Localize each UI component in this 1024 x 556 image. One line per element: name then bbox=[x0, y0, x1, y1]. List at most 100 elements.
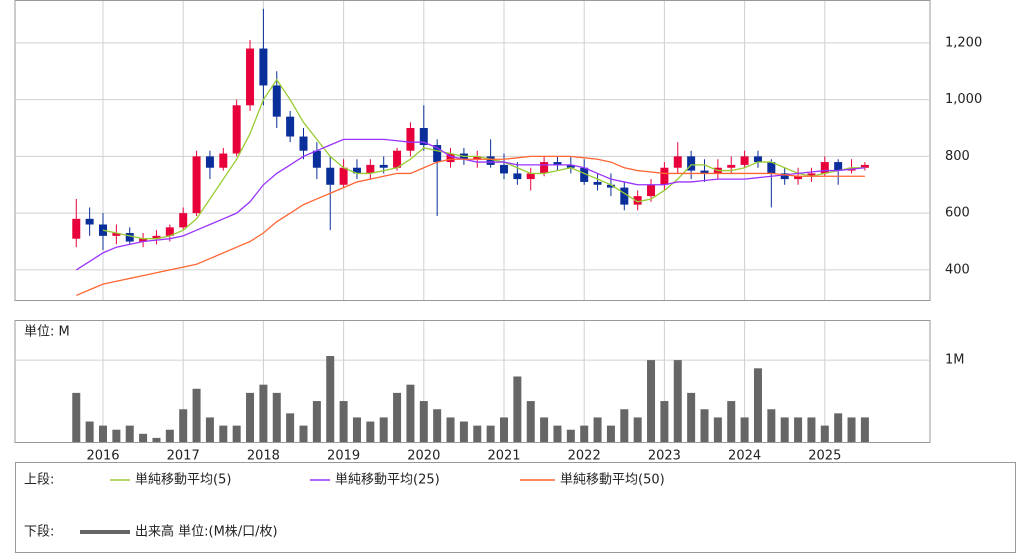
volume-bar bbox=[553, 425, 562, 442]
volume-bar bbox=[312, 401, 321, 442]
candle-body bbox=[500, 164, 508, 174]
volume-bar bbox=[834, 413, 843, 442]
volume-bar bbox=[246, 392, 255, 442]
volume-bar bbox=[272, 392, 281, 442]
volume-bar bbox=[540, 417, 549, 442]
volume-bar bbox=[660, 401, 669, 442]
candle-body bbox=[72, 218, 81, 239]
volume-bar bbox=[633, 417, 642, 442]
volume-bar bbox=[326, 356, 335, 442]
candle-body bbox=[753, 156, 762, 163]
volume-bar bbox=[366, 421, 375, 442]
volume-bar bbox=[673, 360, 682, 442]
candle-body bbox=[593, 181, 602, 185]
candle-body bbox=[112, 233, 121, 236]
candle-body bbox=[834, 162, 843, 171]
volume-bar bbox=[727, 401, 736, 442]
volume-bar bbox=[794, 417, 803, 442]
candle-body bbox=[807, 173, 816, 177]
candle-body bbox=[232, 105, 241, 154]
candle-body bbox=[513, 173, 522, 180]
candle-body bbox=[286, 116, 295, 137]
volume-bar bbox=[112, 429, 121, 442]
volume-bar bbox=[486, 425, 495, 442]
candle-body bbox=[299, 136, 308, 151]
candle-body bbox=[633, 196, 642, 205]
x-tick-label: 2016 bbox=[86, 449, 119, 464]
volume-bar bbox=[807, 417, 816, 442]
volume-bar bbox=[713, 417, 722, 442]
candle-body bbox=[540, 162, 549, 174]
volume-bar bbox=[379, 417, 388, 442]
candle-body bbox=[740, 156, 749, 165]
candle-body bbox=[647, 184, 656, 197]
volume-bar bbox=[286, 413, 295, 442]
candle-body bbox=[486, 156, 495, 165]
volume-bar bbox=[352, 417, 361, 442]
volume-bar bbox=[459, 421, 468, 442]
volume-bar bbox=[393, 392, 402, 442]
volume-bar bbox=[219, 425, 228, 442]
y-tick-label: 600 bbox=[945, 206, 970, 221]
volume-bar bbox=[647, 360, 656, 442]
candle-body bbox=[660, 167, 669, 185]
x-tick-label: 2020 bbox=[407, 449, 440, 464]
volume-bar bbox=[820, 425, 829, 442]
volume-bar bbox=[259, 384, 268, 442]
candle-body bbox=[767, 162, 776, 174]
candle-body bbox=[820, 162, 829, 174]
candle-body bbox=[526, 173, 535, 180]
volume-bar bbox=[406, 384, 415, 442]
ma-line bbox=[102, 78, 865, 240]
volume-bar bbox=[179, 409, 188, 442]
x-tick-label: 2025 bbox=[808, 449, 841, 464]
volume-bar bbox=[620, 409, 629, 442]
legend-upper: 上段: bbox=[24, 473, 54, 488]
candle-body bbox=[152, 235, 161, 239]
volume-bar bbox=[500, 417, 508, 442]
volume-bar bbox=[299, 425, 308, 442]
y-tick-label: 1,200 bbox=[945, 35, 982, 50]
candle-body bbox=[352, 167, 361, 174]
candle-body bbox=[566, 164, 575, 168]
volume-bar bbox=[232, 425, 241, 442]
candle-body bbox=[259, 48, 268, 86]
y-tick-label: 800 bbox=[945, 149, 970, 164]
volume-bar bbox=[473, 425, 482, 442]
candle-body bbox=[606, 184, 615, 188]
volume-bar bbox=[72, 392, 81, 442]
volume-bar bbox=[767, 409, 776, 442]
ma-line bbox=[75, 138, 865, 271]
volume-bar bbox=[740, 417, 749, 442]
x-tick-label: 2021 bbox=[487, 449, 520, 464]
candle-body bbox=[165, 227, 174, 236]
candle-body bbox=[125, 233, 134, 242]
candle-body bbox=[780, 173, 789, 180]
candle-body bbox=[272, 85, 281, 117]
candle-body bbox=[446, 153, 455, 163]
volume-panel bbox=[14, 320, 931, 443]
legend-label: 出来高 単位:(M株/口/枚) bbox=[135, 524, 278, 540]
volume-bar bbox=[860, 417, 869, 442]
volume-bar bbox=[125, 425, 134, 442]
candle-body bbox=[179, 213, 188, 228]
candle-body bbox=[366, 164, 375, 174]
candle-body bbox=[687, 156, 696, 171]
candle-body bbox=[139, 238, 148, 242]
legend-label: 単純移動平均(25) bbox=[335, 472, 440, 488]
legend-lower: 下段: bbox=[24, 525, 54, 540]
candle-body bbox=[326, 167, 335, 185]
volume-bar bbox=[580, 425, 589, 442]
candle-body bbox=[727, 164, 736, 168]
legend-label: 単純移動平均(5) bbox=[135, 472, 231, 488]
volume-bar bbox=[526, 401, 535, 442]
candle-body bbox=[580, 167, 589, 182]
candle-body bbox=[312, 150, 321, 168]
y-tick-label: 1,000 bbox=[945, 92, 982, 107]
volume-bar bbox=[753, 368, 762, 442]
volume-bar bbox=[99, 425, 107, 442]
volume-bar bbox=[446, 417, 455, 442]
volume-bar bbox=[593, 417, 602, 442]
volume-bar bbox=[165, 429, 174, 442]
volume-bar bbox=[85, 421, 94, 442]
